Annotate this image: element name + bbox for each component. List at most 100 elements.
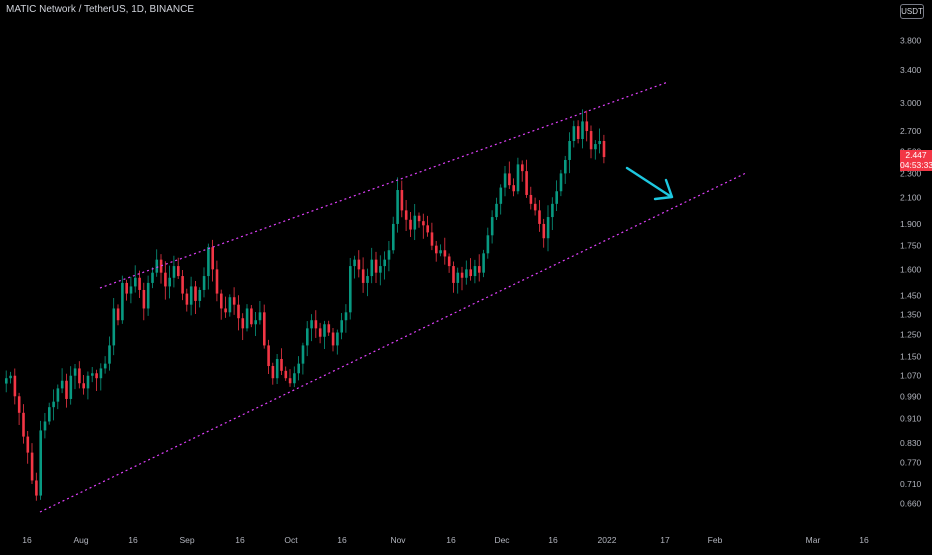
candle-body <box>22 412 25 437</box>
candle-body <box>525 171 528 195</box>
lower-channel-line <box>39 172 747 513</box>
candle-body <box>417 215 421 222</box>
candle-body <box>125 282 128 294</box>
candle-body <box>177 266 180 277</box>
candle-body <box>310 320 313 329</box>
y-tick-label: 1.070 <box>900 371 922 381</box>
y-tick-label: 2.700 <box>900 126 922 136</box>
y-tick-label: 3.000 <box>900 98 922 108</box>
candle-body <box>533 203 537 211</box>
candle-body <box>172 266 176 278</box>
candle-body <box>56 388 60 402</box>
candle-body <box>112 308 116 346</box>
candle-body <box>400 190 404 211</box>
x-tick-label: 16 <box>548 535 558 545</box>
last-price-tag: 2.447 04:53:33 <box>900 150 932 171</box>
y-tick-label: 0.770 <box>900 458 922 468</box>
x-tick-label: 17 <box>660 535 670 545</box>
candle-body <box>327 324 331 333</box>
candle-body <box>35 480 38 496</box>
candle-body <box>95 373 98 379</box>
candles <box>5 109 606 501</box>
candle-body <box>207 247 210 277</box>
candle-body <box>129 286 133 294</box>
candle-body <box>336 332 339 346</box>
candle-body <box>39 430 42 496</box>
candle-body <box>194 286 197 301</box>
x-tick-label: 16 <box>337 535 347 545</box>
candle-body <box>211 247 214 270</box>
candle-body <box>26 436 30 453</box>
candle-body <box>245 308 249 329</box>
candle-body <box>134 277 137 287</box>
countdown-timer: 04:53:33 <box>900 160 932 170</box>
y-tick-label: 3.400 <box>900 65 922 75</box>
candle-body <box>452 266 455 283</box>
y-tick-label: 0.990 <box>900 391 922 401</box>
x-tick-label: Nov <box>390 535 406 545</box>
candle-body <box>198 289 202 301</box>
candle-body <box>340 320 343 333</box>
candle-body <box>413 215 417 230</box>
candle-body <box>318 328 322 337</box>
candle-body <box>349 266 352 313</box>
candle-body <box>430 232 434 246</box>
candle-body <box>379 266 382 273</box>
x-tick-label: 16 <box>235 535 245 545</box>
candle-body <box>585 121 589 132</box>
candle-body <box>473 266 477 277</box>
x-tick-label: 16 <box>128 535 138 545</box>
candle-body <box>65 380 68 399</box>
y-tick-label: 1.900 <box>900 219 922 229</box>
candle-body <box>396 190 399 224</box>
channel-lines <box>39 81 747 513</box>
arrow-shaft <box>625 166 672 198</box>
candle-body <box>538 210 541 224</box>
candle-body <box>9 375 12 379</box>
candle-body <box>331 332 335 346</box>
candle-body <box>361 269 365 283</box>
candle-body <box>250 308 253 325</box>
candle-body <box>469 269 472 277</box>
candle-body <box>546 217 550 239</box>
candle-body <box>542 223 546 239</box>
candle-body <box>189 286 193 305</box>
x-tick-label: 2022 <box>598 535 617 545</box>
y-tick-label: 2.300 <box>900 168 922 178</box>
candle-body <box>60 380 64 389</box>
candle-body <box>594 144 597 150</box>
candle-body <box>499 187 503 204</box>
candle-body <box>30 452 34 481</box>
candle-body <box>409 219 412 230</box>
y-tick-label: 1.350 <box>900 309 922 319</box>
candle-body <box>293 373 296 384</box>
currency-badge[interactable]: USDT <box>900 4 924 19</box>
x-tick-label: 16 <box>446 535 456 545</box>
candle-body <box>168 277 171 287</box>
arrow-head <box>653 178 674 201</box>
candle-body <box>73 368 77 376</box>
candle-body <box>267 345 270 367</box>
candle-body <box>232 297 236 305</box>
candle-body <box>297 363 300 374</box>
x-axis: 16 Aug 16 Sep 16 Oct 16 Nov 16 Dec 16 2022 17 Feb Mar 1… <box>22 535 869 545</box>
x-tick-label: Mar <box>806 535 821 545</box>
x-tick-label: 16 <box>22 535 32 545</box>
candle-body <box>224 308 227 313</box>
y-tick-label: 0.710 <box>900 479 922 489</box>
candle-body <box>521 164 524 172</box>
candle-body <box>78 368 81 384</box>
candle-body <box>5 378 8 384</box>
candle-body <box>392 223 395 251</box>
candle-body <box>181 276 184 294</box>
candle-body <box>447 256 451 267</box>
y-tick-label: 1.600 <box>900 264 922 274</box>
candle-body <box>228 297 232 313</box>
candle-body <box>43 421 47 431</box>
candle-body <box>91 373 94 376</box>
candle-body <box>48 407 51 422</box>
candle-body <box>490 217 494 236</box>
candle-body <box>478 266 481 273</box>
